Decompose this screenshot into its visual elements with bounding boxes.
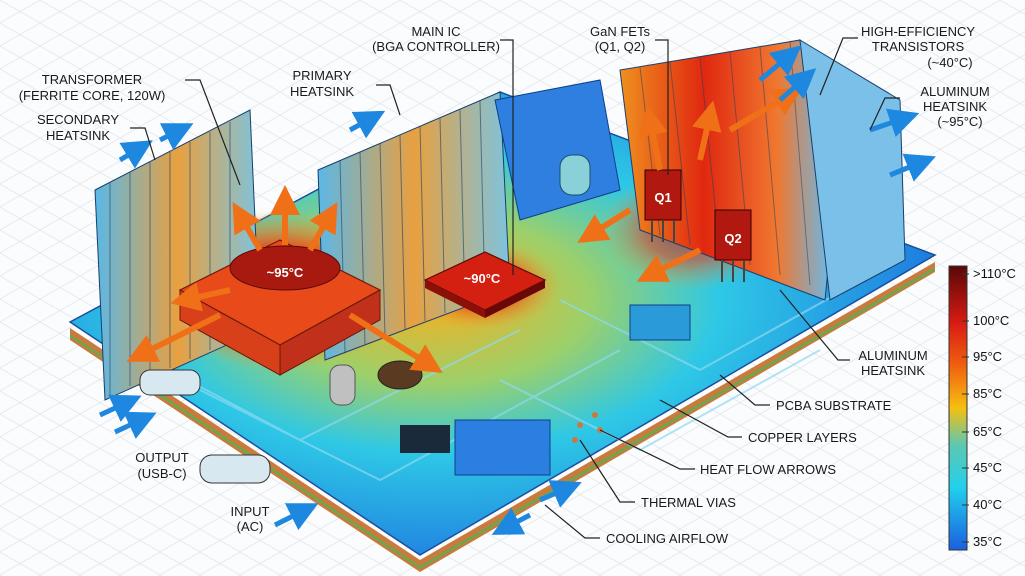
label-secondary-heatsink-sub: HEATSINK (46, 128, 110, 143)
label-aluminum-heatsink-right-sub: HEATSINK (861, 363, 925, 378)
label-output-sub: (USB-C) (137, 466, 186, 481)
board-components (139, 154, 691, 484)
label-output: OUTPUT (135, 450, 189, 465)
capacitor (559, 154, 591, 196)
leader-lines (130, 37, 900, 539)
legend-color-bar (948, 265, 968, 551)
copper-traces (149, 269, 881, 482)
label-gan-fets: GaN FETs (590, 24, 650, 39)
label-aluminum-heatsink-right: ALUMINUM (858, 348, 927, 363)
label-pcba-substrate: PCBA SUBSTRATE (776, 398, 892, 413)
chip (629, 304, 691, 341)
legend-tick-label: 85°C (973, 386, 1002, 401)
inductor (377, 360, 423, 390)
q1-label: Q1 (654, 190, 671, 205)
label-gan-fets-sub: (Q1, Q2) (595, 39, 646, 54)
label-transformer: TRANSFORMER (42, 72, 142, 87)
label-transformer-sub: (FERRITE CORE, 120W) (19, 88, 166, 103)
label-input-sub: (AC) (237, 519, 264, 534)
label-cooling-airflow: COOLING AIRFLOW (606, 531, 729, 546)
gan-fet-q1: Q1 (644, 169, 682, 242)
label-aluminum-heatsink-top-sub: HEATSINK (923, 99, 987, 114)
thermal-via (572, 437, 578, 443)
connector-header (454, 419, 551, 476)
temperature-legend: >110°C 100°C 95°C 85°C 65°C 45°C 40°C 35°C (948, 265, 1016, 551)
legend-tick-label: 35°C (973, 534, 1002, 549)
callout-labels: TRANSFORMER (FERRITE CORE, 120W) SECONDA… (19, 24, 990, 546)
ic-temp-readout: ~90°C (464, 271, 501, 286)
legend-tick-label: 40°C (973, 497, 1002, 512)
gan-fet-q2: Q2 (714, 209, 752, 282)
label-aluminum-heatsink-top: ALUMINUM (920, 84, 989, 99)
label-transistors: HIGH-EFFICIENCY (861, 24, 975, 39)
label-heat-flow-arrows: HEAT FLOW ARROWS (700, 462, 836, 477)
q2-label: Q2 (724, 231, 741, 246)
label-copper-layers: COPPER LAYERS (748, 430, 857, 445)
label-main-ic: MAIN IC (411, 24, 460, 39)
legend-tick-label: 45°C (973, 460, 1002, 475)
usb-c-port (139, 369, 201, 396)
legend-tick-label: 95°C (973, 349, 1002, 364)
label-primary-heatsink-sub: HEATSINK (290, 84, 354, 99)
main-ic: ~90°C (423, 251, 547, 318)
label-transistors-sub: TRANSISTORS (872, 39, 965, 54)
label-transistors-temp: (~40°C) (927, 55, 972, 70)
legend-tick-label: 100°C (973, 313, 1009, 328)
cooling-airflow-arrows (98, 45, 936, 535)
label-input: INPUT (231, 504, 270, 519)
label-secondary-heatsink: SECONDARY (37, 112, 119, 127)
thermal-via (592, 412, 598, 418)
label-aluminum-heatsink-top-temp: (~95°C) (937, 114, 982, 129)
usb-c-port (199, 454, 271, 484)
label-thermal-vias: THERMAL VIAS (641, 495, 736, 510)
heat-flow-arrows (126, 87, 803, 373)
transformer-temp-readout: ~95°C (267, 265, 304, 280)
capacitor (329, 364, 356, 406)
transformer: ~95°C (178, 239, 382, 376)
legend-tick-label: >110°C (973, 266, 1016, 281)
legend-tick-label: 65°C (973, 424, 1002, 439)
thermal-via (577, 422, 583, 428)
label-primary-heatsink: PRIMARY (293, 68, 352, 83)
chip (400, 425, 450, 453)
label-main-ic-sub: (BGA CONTROLLER) (372, 39, 500, 54)
